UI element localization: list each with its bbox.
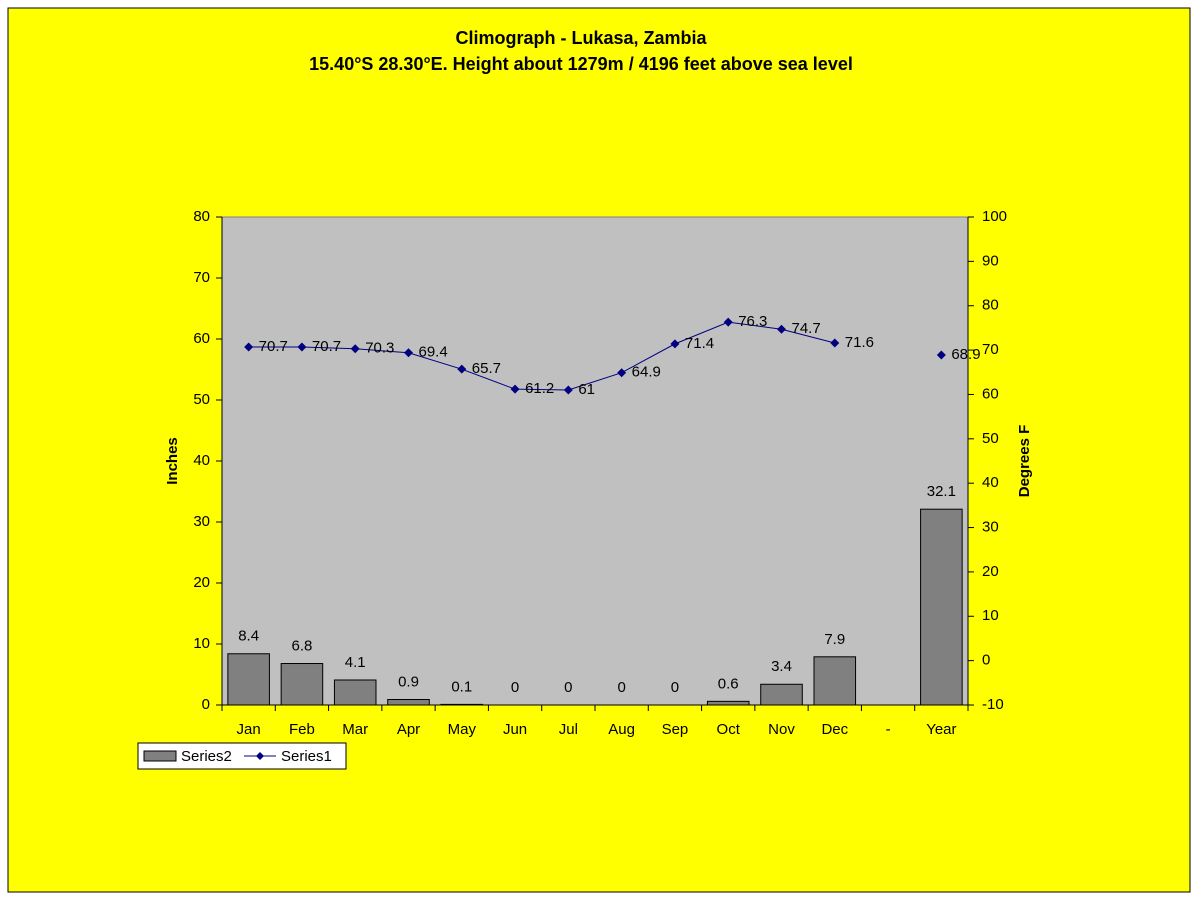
data-label: 8.4 (238, 628, 259, 645)
x-tick-label: - (886, 721, 891, 738)
marker (563, 385, 573, 395)
y2-tick-label: 100 (982, 208, 1007, 225)
marker (457, 364, 467, 374)
data-label: 61 (578, 381, 595, 398)
y-tick-label: 30 (193, 513, 210, 530)
y2-tick-label: 50 (982, 430, 999, 447)
data-label: 0.6 (718, 675, 739, 692)
y2-tick-label: 0 (982, 652, 990, 669)
data-label: 7.9 (824, 631, 845, 648)
y-tick-label: 0 (202, 696, 210, 713)
x-tick-label: Jan (237, 721, 261, 738)
y2-tick-label: 40 (982, 474, 999, 491)
data-label: 0 (617, 679, 625, 696)
data-label: 3.4 (771, 658, 792, 675)
data-label: 76.3 (738, 313, 767, 330)
marker (830, 338, 840, 348)
y-tick-label: 20 (193, 574, 210, 591)
y-axis-title: Inches (164, 437, 181, 485)
bar (920, 508, 963, 706)
data-label: 0 (564, 679, 572, 696)
legend-label: Series1 (281, 748, 332, 765)
y2-tick-label: 80 (982, 297, 999, 314)
x-tick-label: Feb (289, 721, 315, 738)
y2-tick-label: 90 (982, 252, 999, 269)
y-tick-label: 40 (193, 452, 210, 469)
data-label: 32.1 (927, 483, 956, 500)
legend-swatch (143, 750, 177, 762)
data-label: 65.7 (472, 360, 501, 377)
x-tick-label: Nov (768, 721, 795, 738)
marker (777, 324, 786, 334)
legend-label: Series2 (181, 748, 232, 765)
bar (387, 699, 430, 706)
x-tick-label: Dec (821, 721, 848, 738)
chart-title: Climograph - Lukasa, Zambia (455, 28, 707, 48)
marker (404, 348, 413, 358)
data-label: 69.4 (419, 344, 448, 361)
data-label: 71.4 (685, 335, 714, 352)
data-label: 0 (671, 679, 679, 696)
y2-axis-title: Degrees F (1016, 425, 1033, 498)
x-tick-label: Year (926, 721, 956, 738)
y2-tick-label: 10 (982, 607, 999, 624)
data-label: 61.2 (525, 380, 554, 397)
data-label: 0.9 (398, 673, 419, 690)
y-tick-label: 70 (193, 269, 210, 286)
y2-tick-label: 70 (982, 341, 999, 358)
marker (723, 317, 733, 327)
data-label: 70.3 (365, 340, 394, 357)
x-tick-label: Oct (717, 721, 741, 738)
x-tick-label: Jun (503, 721, 527, 738)
y2-tick-label: 20 (982, 563, 999, 580)
x-tick-label: Jul (559, 721, 578, 738)
marker (350, 344, 360, 354)
data-label: 0.1 (451, 678, 472, 695)
data-label: 0 (511, 679, 519, 696)
x-tick-label: May (448, 721, 477, 738)
data-label: 70.7 (312, 338, 341, 355)
data-label: 74.7 (792, 320, 821, 337)
y-tick-label: 80 (193, 208, 210, 225)
marker (936, 350, 946, 360)
x-tick-label: Apr (397, 721, 420, 738)
x-tick-label: Mar (342, 721, 368, 738)
y2-tick-label: 30 (982, 519, 999, 536)
chart-subtitle: 15.40°S 28.30°E. Height about 1279m / 41… (309, 54, 853, 74)
x-tick-label: Aug (608, 721, 635, 738)
data-label: 6.8 (291, 637, 312, 654)
marker (670, 339, 680, 349)
data-label: 71.6 (845, 334, 874, 351)
data-label: 4.1 (345, 654, 366, 671)
bar (706, 700, 750, 706)
bar (440, 703, 484, 706)
x-tick-label: Sep (662, 721, 689, 738)
data-label: 64.9 (632, 364, 661, 381)
data-label: 70.7 (259, 338, 288, 355)
plot-area (221, 216, 969, 706)
bar (333, 679, 377, 706)
bar (760, 683, 803, 706)
y-tick-label: 10 (193, 635, 210, 652)
bar (280, 663, 324, 706)
y-tick-label: 50 (193, 391, 210, 408)
marker (617, 368, 627, 378)
bar (813, 656, 857, 706)
y2-tick-label: -10 (982, 696, 1004, 713)
marker (244, 342, 254, 352)
data-label: 68.9 (951, 346, 980, 363)
legend-marker (256, 752, 264, 760)
y2-tick-label: 60 (982, 385, 999, 402)
y-tick-label: 60 (193, 330, 210, 347)
bar (227, 653, 270, 706)
marker (510, 384, 520, 394)
marker (297, 342, 307, 352)
